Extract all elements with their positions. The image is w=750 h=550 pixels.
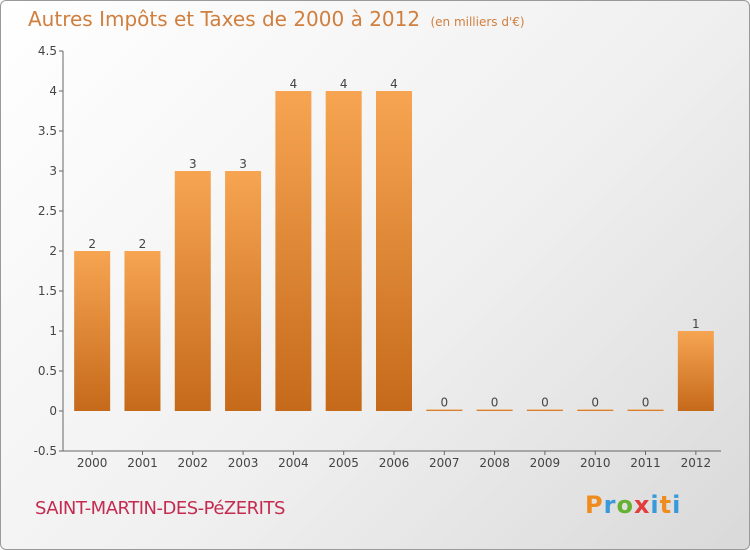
data-label: 2 <box>88 237 96 251</box>
data-label: 4 <box>290 77 298 91</box>
x-tick-label: 2004 <box>278 456 309 470</box>
bar <box>426 409 463 411</box>
bar <box>225 171 262 411</box>
bar <box>124 251 161 411</box>
y-tick-label: 4.5 <box>38 44 57 58</box>
bar <box>577 409 614 411</box>
y-tick-label: -0.5 <box>34 444 57 458</box>
data-label: 0 <box>642 396 650 410</box>
chart-title: Autres Impôts et Taxes de 2000 à 2012 (e… <box>28 7 525 31</box>
data-label: 2 <box>139 237 147 251</box>
x-tick-label: 2010 <box>580 456 611 470</box>
data-label: 3 <box>189 157 197 171</box>
data-label: 4 <box>340 77 348 91</box>
data-label: 4 <box>390 77 398 91</box>
y-tick-label: 1 <box>49 324 57 338</box>
bar <box>74 251 111 411</box>
bar <box>325 91 362 411</box>
y-tick-label: 1.5 <box>38 284 57 298</box>
x-tick-label: 2012 <box>681 456 712 470</box>
y-tick-label: 4 <box>49 84 57 98</box>
chart-unit: (en milliers d'€) <box>430 15 525 29</box>
data-label: 0 <box>491 396 499 410</box>
y-tick-label: 3.5 <box>38 124 57 138</box>
y-tick-label: 0 <box>49 404 57 418</box>
x-tick-label: 2002 <box>177 456 208 470</box>
x-tick-label: 2006 <box>379 456 410 470</box>
bar <box>376 91 412 411</box>
data-label: 1 <box>692 317 700 331</box>
y-tick-label: 2.5 <box>38 204 57 218</box>
bar <box>677 331 714 411</box>
x-tick-label: 2009 <box>530 456 561 470</box>
data-label: 3 <box>239 157 247 171</box>
data-label: 0 <box>440 396 448 410</box>
bar <box>627 409 664 411</box>
y-tick-label: 0.5 <box>38 364 57 378</box>
x-tick-label: 2008 <box>479 456 510 470</box>
y-tick-label: 2 <box>49 244 57 258</box>
x-tick-label: 2007 <box>429 456 460 470</box>
x-tick-label: 2005 <box>328 456 359 470</box>
data-labels: 2 2 3 3 4 4 4 0 0 0 0 0 1 <box>88 77 699 410</box>
x-tick-label: 2011 <box>630 456 661 470</box>
data-label: 0 <box>591 396 599 410</box>
y-tick-label: 3 <box>49 164 57 178</box>
bars <box>74 91 714 411</box>
chart-title-text: Autres Impôts et Taxes de 2000 à 2012 <box>28 7 421 31</box>
x-tick-label: 2003 <box>228 456 259 470</box>
x-tick-label: 2001 <box>127 456 158 470</box>
bar <box>526 409 563 411</box>
bar <box>476 409 513 411</box>
x-tick-label: 2000 <box>77 456 108 470</box>
bar <box>275 91 312 411</box>
commune-name: SAINT-MARTIN-DES-PéZERITS <box>35 498 285 519</box>
proxiti-logo: Proxiti <box>585 491 682 519</box>
bar <box>174 171 211 411</box>
data-label: 0 <box>541 396 549 410</box>
